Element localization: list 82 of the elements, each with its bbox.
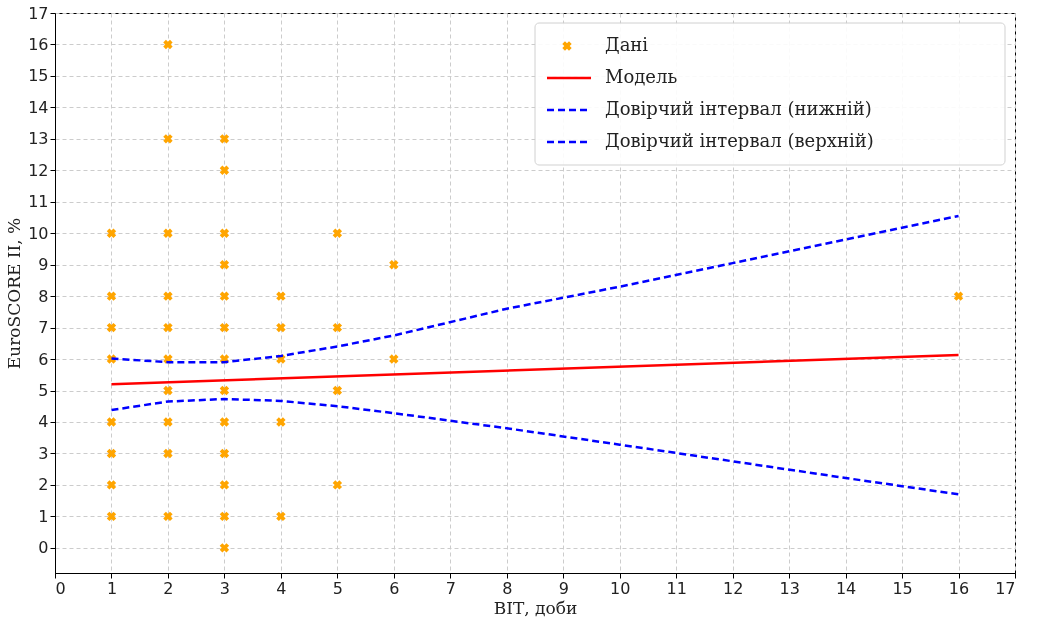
x-tick-label: 17 — [995, 578, 1016, 598]
y-tick-label: 15 — [28, 66, 49, 86]
point — [276, 322, 286, 333]
y-tick-label: 5 — [38, 381, 49, 401]
point — [219, 417, 230, 427]
point — [163, 417, 173, 427]
point — [219, 165, 230, 175]
point — [219, 543, 230, 553]
point — [163, 385, 173, 396]
x-tick-label: 12 — [722, 578, 744, 598]
point — [219, 511, 230, 522]
x-tick-label: 2 — [163, 578, 174, 598]
point — [219, 228, 230, 238]
x-tick-label: 7 — [445, 578, 456, 598]
point — [276, 511, 286, 522]
point — [163, 228, 173, 238]
x-axis-title: ВІТ, доби — [493, 597, 578, 618]
x-tick-label: 6 — [389, 578, 400, 598]
x-tick-label: 4 — [276, 578, 287, 598]
y-tick-label: 10 — [28, 223, 49, 243]
point — [219, 134, 230, 144]
point — [276, 291, 286, 301]
point — [219, 291, 230, 301]
point — [106, 322, 117, 333]
point — [389, 354, 399, 364]
point — [163, 511, 173, 522]
point — [106, 511, 117, 522]
y-tick-label: 4 — [38, 412, 49, 432]
x-tick-label: 13 — [779, 578, 800, 598]
y-tick-label: 8 — [38, 286, 49, 306]
y-tick-label: 16 — [28, 34, 49, 54]
legend-label: Модель — [605, 66, 678, 87]
point — [219, 322, 230, 333]
point — [163, 291, 173, 301]
x-tick-label: 10 — [610, 578, 631, 598]
y-tick-label: 0 — [38, 538, 49, 558]
y-tick-label: 14 — [28, 97, 49, 117]
point — [953, 291, 964, 301]
y-tick-label: 7 — [38, 318, 49, 338]
y-axis-title: EuroSCORE II, % — [4, 217, 25, 370]
y-tick-label: 13 — [28, 129, 49, 149]
y-tick-label: 6 — [38, 349, 49, 369]
x-tick-label: 3 — [219, 578, 231, 598]
x-tick-label: 1 — [106, 578, 118, 598]
point — [332, 322, 343, 333]
y-tick-label: 12 — [28, 160, 49, 180]
x-tick-label: 8 — [502, 578, 513, 598]
legend-label: Довірчий інтервал (нижній) — [605, 98, 872, 119]
y-tick-label: 3 — [38, 443, 49, 463]
y-tick-label: 2 — [38, 475, 49, 495]
x-tick-label: 0 — [55, 578, 66, 598]
y-tick-label: 11 — [28, 192, 49, 212]
point — [106, 417, 117, 427]
y-tick-label: 9 — [38, 255, 49, 275]
point — [389, 259, 399, 270]
point — [332, 385, 343, 396]
y-tick-label: 1 — [38, 506, 49, 526]
point — [276, 417, 286, 427]
point — [163, 134, 173, 144]
point — [163, 322, 173, 333]
x-tick-label: 9 — [558, 578, 569, 598]
legend-label: Дані — [605, 34, 649, 55]
point — [106, 448, 117, 459]
line-series — [110, 397, 960, 496]
point — [106, 291, 117, 301]
point — [332, 228, 343, 238]
y-tick-label: 17 — [28, 3, 49, 23]
x-tick-label: 15 — [892, 578, 913, 598]
x-tick-label: 16 — [948, 578, 970, 598]
point — [219, 448, 230, 459]
point — [219, 385, 230, 396]
point — [163, 39, 173, 50]
point — [163, 448, 173, 459]
point — [332, 480, 343, 490]
x-tick-label: 5 — [332, 578, 343, 598]
x-tick-label: 14 — [835, 578, 857, 598]
legend-label: Довірчий інтервал (верхній) — [605, 130, 874, 151]
x-tick-label: 11 — [666, 578, 687, 598]
point — [106, 228, 117, 238]
point — [106, 480, 117, 490]
point — [219, 259, 230, 270]
point — [219, 480, 230, 490]
